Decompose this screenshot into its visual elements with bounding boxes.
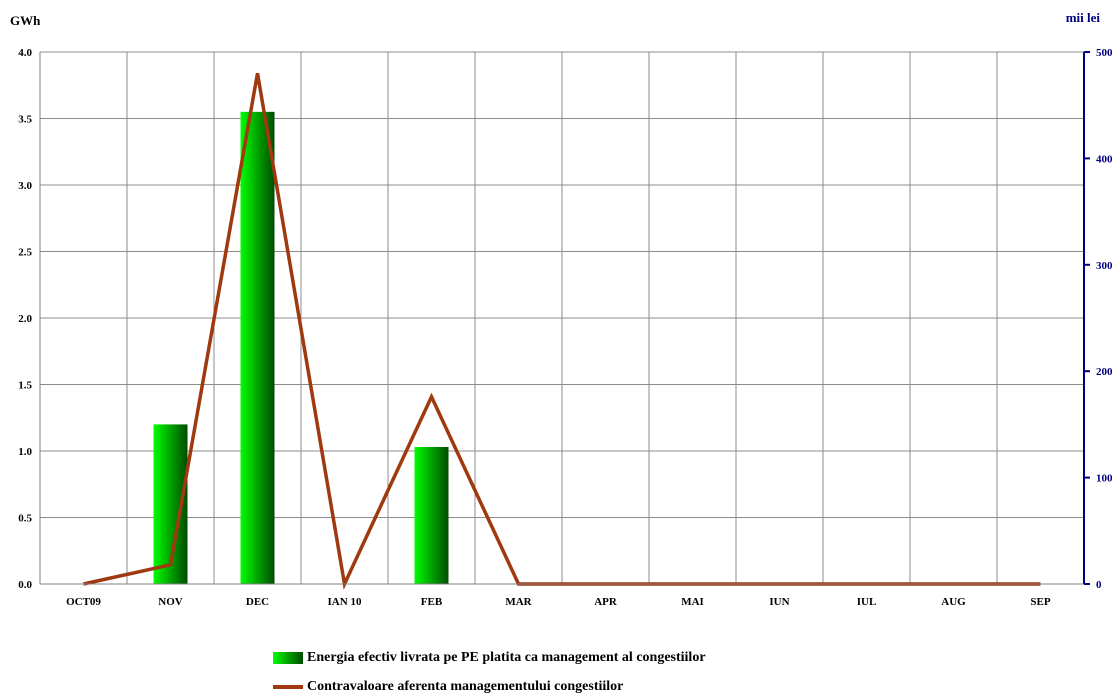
right-tick-label: 400 bbox=[1096, 153, 1113, 165]
axes bbox=[39, 51, 1090, 585]
x-tick-label: SEP bbox=[1030, 596, 1050, 608]
right-axis-unit: mii lei bbox=[1066, 10, 1101, 25]
bar bbox=[414, 447, 449, 584]
x-tick-label: IUL bbox=[857, 596, 877, 608]
left-tick-label: 0.0 bbox=[18, 579, 32, 591]
legend-line-label: Contravaloare aferenta managementului co… bbox=[307, 679, 624, 694]
x-tick-label: APR bbox=[594, 596, 618, 608]
left-tick-label: 3.0 bbox=[18, 180, 32, 192]
x-tick-label: OCT09 bbox=[66, 596, 101, 608]
grid-lines bbox=[40, 51, 1084, 584]
legend-bar-label: Energia efectiv livrata pe PE platita ca… bbox=[307, 650, 706, 665]
x-tick-label: MAI bbox=[681, 596, 704, 608]
legend-line-swatch bbox=[273, 685, 303, 689]
left-tick-label: 1.5 bbox=[18, 380, 32, 392]
x-tick-label: NOV bbox=[158, 596, 183, 608]
left-tick-label: 0.5 bbox=[18, 513, 32, 525]
x-tick-label: IAN 10 bbox=[328, 596, 362, 608]
right-tick-label: 100 bbox=[1096, 473, 1113, 485]
right-tick-label: 500 bbox=[1096, 47, 1113, 59]
bar bbox=[240, 111, 275, 584]
x-tick-label: DEC bbox=[246, 596, 269, 608]
left-tick-label: 2.0 bbox=[18, 313, 32, 325]
right-tick-label: 300 bbox=[1096, 260, 1113, 272]
legend-bar-swatch bbox=[273, 652, 303, 664]
right-tick-label: 0 bbox=[1096, 579, 1102, 591]
left-tick-label: 2.5 bbox=[18, 247, 32, 259]
x-tick-label: IUN bbox=[769, 596, 789, 608]
x-tick-label: FEB bbox=[421, 596, 443, 608]
right-tick-label: 200 bbox=[1096, 366, 1113, 378]
left-axis-unit: GWh bbox=[10, 13, 41, 28]
legend-item-line: Contravaloare aferenta managementului co… bbox=[273, 679, 623, 695]
legend-item-bars: Energia efectiv livrata pe PE platita ca… bbox=[273, 650, 706, 666]
left-tick-label: 4.0 bbox=[18, 47, 32, 59]
x-tick-label: AUG bbox=[941, 596, 966, 608]
left-tick-label: 1.0 bbox=[18, 446, 32, 458]
x-tick-label: MAR bbox=[505, 596, 532, 608]
left-tick-label: 3.5 bbox=[18, 114, 32, 126]
tick-labels: 0.0 0.5 1.0 1.5 2.0 2.5 3.0 3.5 4.0 0 100 200 300 400… bbox=[18, 47, 1113, 608]
